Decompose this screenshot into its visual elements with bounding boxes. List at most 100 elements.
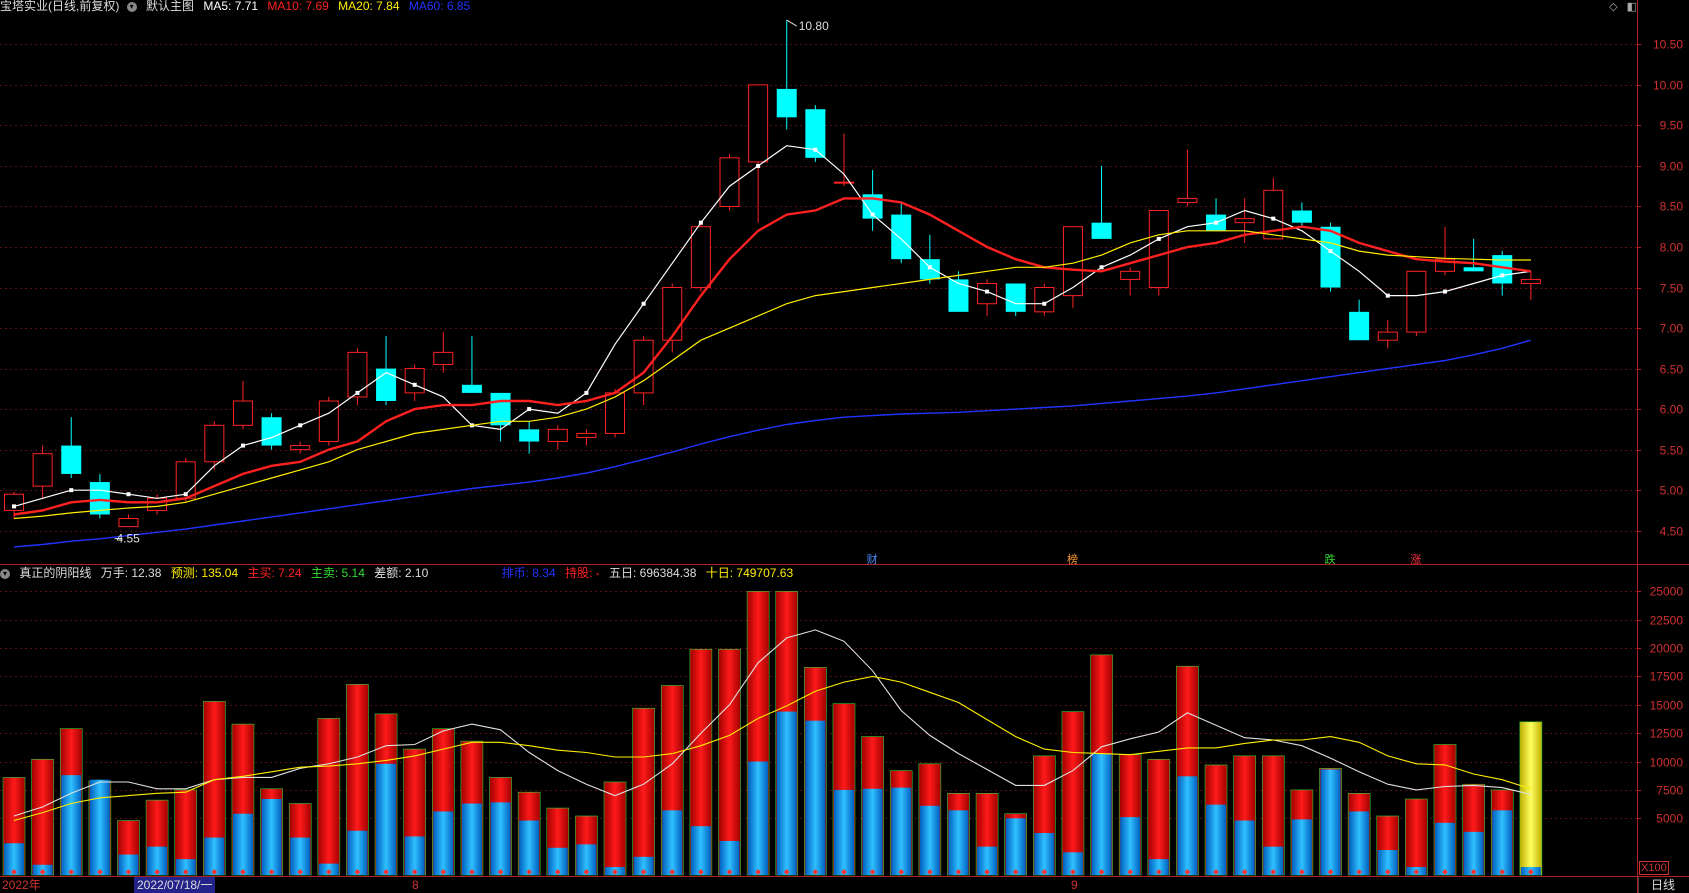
volume-diamond [154, 869, 160, 875]
period-button[interactable]: 日线 [1638, 877, 1687, 893]
volume-bar-blue [204, 837, 225, 875]
volume-diamond [955, 869, 962, 875]
candle-up [662, 287, 683, 341]
volume-bar-red [317, 718, 341, 876]
paibi-value: 排币: 8.34 [501, 566, 556, 580]
volume-bar-blue [1234, 820, 1255, 875]
volume-tick-label: 12500 [1650, 727, 1684, 741]
candle-down [776, 88, 797, 118]
price-tick-label: 9.50 [1660, 119, 1684, 133]
candle-up [719, 157, 740, 207]
volume-tick-label: 15000 [1650, 699, 1684, 713]
candle-up [118, 518, 139, 528]
volume-diamond [1528, 869, 1534, 875]
volume-bar-blue [61, 775, 82, 875]
indicator-name[interactable]: 真正的阴阳线 [19, 566, 92, 580]
event-marker[interactable]: 跌 [1324, 554, 1336, 566]
candle-up [547, 428, 568, 443]
candle-up [1406, 270, 1427, 333]
volume-bar-blue [1005, 818, 1026, 875]
volume-diamond [1184, 869, 1191, 875]
candle-up [1148, 210, 1169, 289]
chevron-down-icon[interactable]: ▾ [0, 568, 10, 579]
ma5-dot [1099, 265, 1104, 270]
candle-up [232, 400, 253, 426]
volume-bar-blue [261, 798, 282, 875]
volume-bar-blue [977, 846, 998, 875]
ma5-dot [527, 407, 532, 412]
volume-bar-blue [1463, 831, 1484, 875]
ten-day-line [13, 675, 1532, 822]
volume-bar-blue [1349, 811, 1370, 875]
ma5-dot [584, 390, 589, 395]
volume-bar-blue [376, 763, 397, 875]
diamond-icon[interactable]: ◇ [1609, 1, 1618, 13]
volume-diamond [1299, 869, 1305, 875]
event-marker[interactable]: 涨 [1410, 554, 1422, 566]
chevron-down-icon[interactable]: ▾ [126, 1, 137, 12]
volume-bar-blue [118, 854, 139, 875]
volume-diamond [1384, 869, 1391, 875]
volume-diamond [1270, 869, 1277, 875]
candle-up [833, 181, 854, 184]
ma5-dot [1042, 301, 1047, 306]
event-marker[interactable]: 榜 [1066, 554, 1078, 566]
candle-up [1234, 218, 1255, 224]
volume-diamond [755, 869, 761, 875]
event-marker[interactable]: 财 [866, 554, 878, 566]
low-label: 4.55 [116, 532, 140, 546]
ma5-dot [355, 390, 360, 395]
volume-diamond [1127, 869, 1134, 875]
candle-up [1062, 226, 1083, 297]
volume-bar-blue [490, 802, 511, 875]
month-8-label: 8 [412, 878, 419, 892]
volume-bar-blue [404, 836, 425, 875]
volume-bar-red [632, 707, 655, 876]
yuce-value: 预测: 135.04 [170, 566, 239, 580]
candle-down [490, 392, 511, 426]
volume-tick-label: 7500 [1656, 784, 1683, 798]
volume-diamond [669, 869, 676, 875]
ma5-dot [813, 147, 818, 152]
volume-diamond [182, 869, 189, 875]
candle-up [4, 493, 24, 511]
volume-bar-blue [1034, 833, 1055, 875]
month-9-label: 9 [1071, 878, 1078, 892]
panel-toggle-icon[interactable]: ◧ [1626, 1, 1637, 13]
ma5-dot [69, 488, 74, 493]
volume-bar-blue [719, 840, 740, 875]
candle-down [805, 109, 826, 158]
candle-down [376, 368, 397, 401]
volume-bar-blue [433, 811, 454, 875]
ma10-value: MA10: 7.69 [267, 0, 329, 13]
volume-diamond [1213, 869, 1219, 875]
volume-bar-blue [290, 837, 311, 875]
indicator-header: ▾ 真正的阴阳线 万手: 12.38 预测: 135.04 主买: 7.24 主… [0, 565, 799, 581]
volume-diamond [440, 869, 447, 875]
ma5-dot [298, 423, 303, 428]
volume-bar-blue [347, 830, 368, 875]
ma60-value: MA60: 6.85 [408, 0, 471, 13]
volume-bar-blue [576, 844, 597, 875]
volume-diamond [927, 869, 933, 875]
volume-tick-label: 25000 [1650, 585, 1684, 599]
price-tick-label: 10.00 [1653, 79, 1683, 93]
volume-diamond [1327, 869, 1334, 875]
main-chart-label[interactable]: 默认主图 [146, 0, 195, 13]
volume-bar-blue [919, 805, 940, 875]
volume-bar-blue [1062, 852, 1083, 875]
volume-diamond [869, 869, 876, 875]
main-chart-header: 宝塔实业(日线,前复权) ▾ 默认主图 MA5: 7.71 MA10: 7.69… [0, 0, 476, 14]
stock-title[interactable]: 宝塔实业(日线,前复权) [0, 0, 120, 13]
ma5-dot [870, 212, 875, 217]
volume-diamond [1155, 869, 1162, 875]
candle-up [1377, 331, 1398, 341]
volume-diamond [354, 869, 361, 875]
price-tick-label: 5.00 [1660, 484, 1684, 498]
candle-down [1349, 311, 1370, 341]
ma5-dot [412, 382, 417, 387]
volume-diamond [526, 869, 532, 875]
volume-diamond [1413, 869, 1420, 875]
ma5-dot [240, 443, 245, 448]
